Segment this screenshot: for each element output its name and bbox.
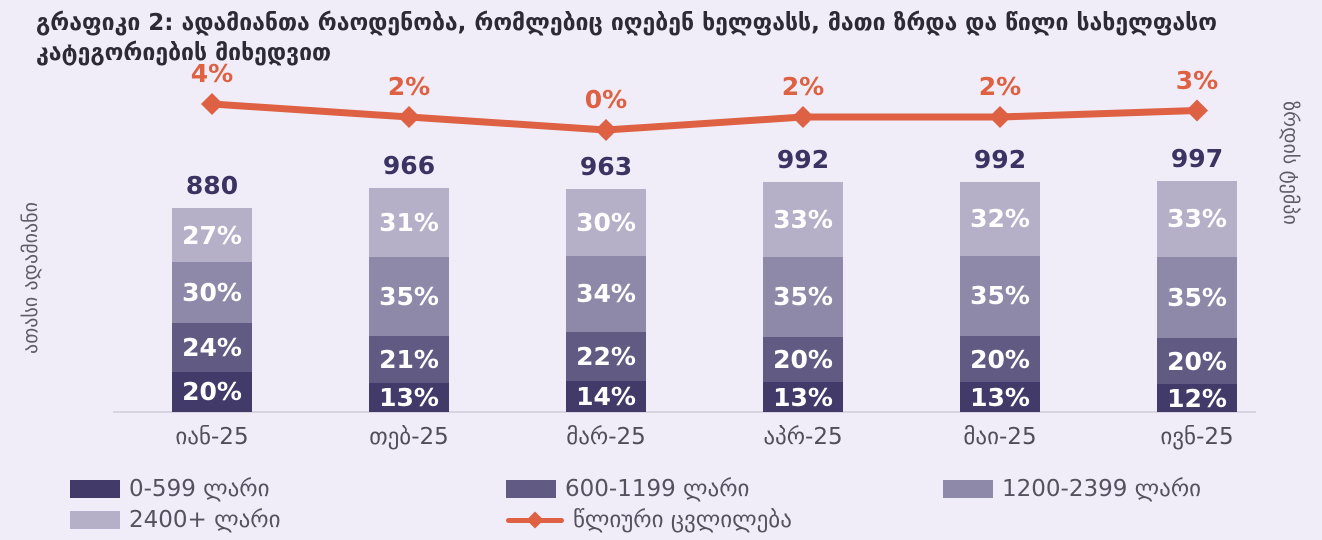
legend-line-marker-icon bbox=[506, 511, 564, 529]
bar-segment: 35% bbox=[960, 255, 1040, 337]
bar-segment: 24% bbox=[172, 323, 252, 372]
growth-percent-label: 2% bbox=[978, 72, 1022, 101]
bar-total-label: 963 bbox=[579, 151, 633, 181]
stacked-bar-აპრ-25: 13% 20% 35% 33% bbox=[763, 181, 843, 412]
bar-total-label: 966 bbox=[382, 150, 436, 180]
bar-total-label: 992 bbox=[776, 144, 830, 174]
growth-line-marker bbox=[398, 106, 420, 128]
legend-label: 600-1199 ლარი bbox=[565, 476, 750, 502]
growth-line-marker bbox=[792, 106, 814, 128]
growth-percent-label: 2% bbox=[387, 72, 431, 101]
stacked-bar-ივნ-25: 12% 20% 35% 33% bbox=[1157, 180, 1237, 413]
x-axis-label-თებ-25: თებ-25 bbox=[369, 424, 449, 450]
growth-line bbox=[208, 100, 1201, 134]
legend-label: 2400+ ლარი bbox=[129, 507, 281, 533]
growth-line-marker bbox=[201, 93, 223, 115]
bar-segment: 35% bbox=[369, 257, 449, 336]
legend-item: წლიური ცვლილება bbox=[506, 507, 792, 533]
growth-percent-label: 2% bbox=[781, 72, 825, 101]
legend-swatch bbox=[70, 480, 120, 498]
legend-swatch bbox=[70, 511, 120, 529]
x-axis-label-მაი-25: მაი-25 bbox=[963, 424, 1037, 450]
x-axis-label-აპრ-25: აპრ-25 bbox=[763, 424, 843, 450]
bar-total-label: 992 bbox=[973, 144, 1027, 174]
x-axis-label-იან-25: იან-25 bbox=[175, 424, 249, 450]
bar-segment: 13% bbox=[369, 382, 449, 412]
stacked-bar-იან-25: 20% 24% 30% 27% bbox=[172, 207, 252, 412]
legend-item: 2400+ ლარი bbox=[70, 507, 281, 533]
bar-segment: 20% bbox=[1157, 338, 1237, 385]
bar-segment: 33% bbox=[763, 181, 843, 258]
bar-segment: 13% bbox=[763, 382, 843, 412]
bar-total-label: 880 bbox=[185, 170, 239, 200]
x-axis-line bbox=[113, 411, 1256, 413]
stacked-bar-მარ-25: 14% 22% 34% 30% bbox=[566, 188, 646, 412]
growth-line-marker bbox=[1186, 99, 1208, 122]
bar-segment: 20% bbox=[172, 371, 252, 412]
bar-segment: 20% bbox=[960, 336, 1040, 383]
legend-item: 0-599 ლარი bbox=[70, 476, 270, 502]
bar-segment: 22% bbox=[566, 331, 646, 381]
legend-item: 600-1199 ლარი bbox=[506, 476, 750, 502]
bar-segment: 34% bbox=[566, 255, 646, 332]
growth-percent-label: 0% bbox=[584, 85, 628, 114]
bar-segment: 27% bbox=[172, 207, 252, 263]
bar-segment: 14% bbox=[566, 380, 646, 412]
legend-item: 1200-2399 ლარი bbox=[943, 476, 1202, 502]
legend-label: 0-599 ლარი bbox=[129, 476, 270, 502]
bar-segment: 35% bbox=[763, 257, 843, 337]
bar-segment: 30% bbox=[566, 188, 646, 256]
bar-segment: 35% bbox=[1157, 257, 1237, 338]
bar-segment: 32% bbox=[960, 181, 1040, 256]
x-axis-label-მარ-25: მარ-25 bbox=[566, 424, 646, 450]
bar-segment: 13% bbox=[960, 382, 1040, 412]
bar-segment: 20% bbox=[763, 336, 843, 383]
stacked-bar-თებ-25: 13% 21% 35% 31% bbox=[369, 187, 449, 412]
bar-segment: 21% bbox=[369, 335, 449, 383]
growth-percent-label: 3% bbox=[1175, 65, 1219, 95]
growth-percent-label: 4% bbox=[190, 59, 234, 88]
bar-segment: 12% bbox=[1157, 384, 1237, 413]
x-axis-label-ივნ-25: ივნ-25 bbox=[1160, 424, 1234, 450]
growth-line-marker bbox=[989, 106, 1011, 128]
bar-total-label: 997 bbox=[1170, 143, 1224, 173]
bar-segment: 30% bbox=[172, 262, 252, 324]
legend-label: წლიური ცვლილება bbox=[573, 507, 792, 533]
stacked-bar-მაი-25: 13% 20% 35% 32% bbox=[960, 181, 1040, 412]
legend-label: 1200-2399 ლარი bbox=[1002, 476, 1202, 502]
legend-swatch bbox=[506, 480, 556, 498]
right-axis-label: ზრდის ტემპი bbox=[1279, 101, 1303, 225]
bar-segment: 31% bbox=[369, 187, 449, 258]
bar-segment: 33% bbox=[1157, 180, 1237, 258]
growth-line-marker bbox=[595, 119, 617, 141]
legend-swatch bbox=[943, 480, 993, 498]
chart-title: გრაფიკი 2: ადამიანთა რაოდენობა, რომლებიც… bbox=[36, 10, 1217, 67]
left-axis-label: ათასი ადამიანი bbox=[18, 202, 42, 354]
